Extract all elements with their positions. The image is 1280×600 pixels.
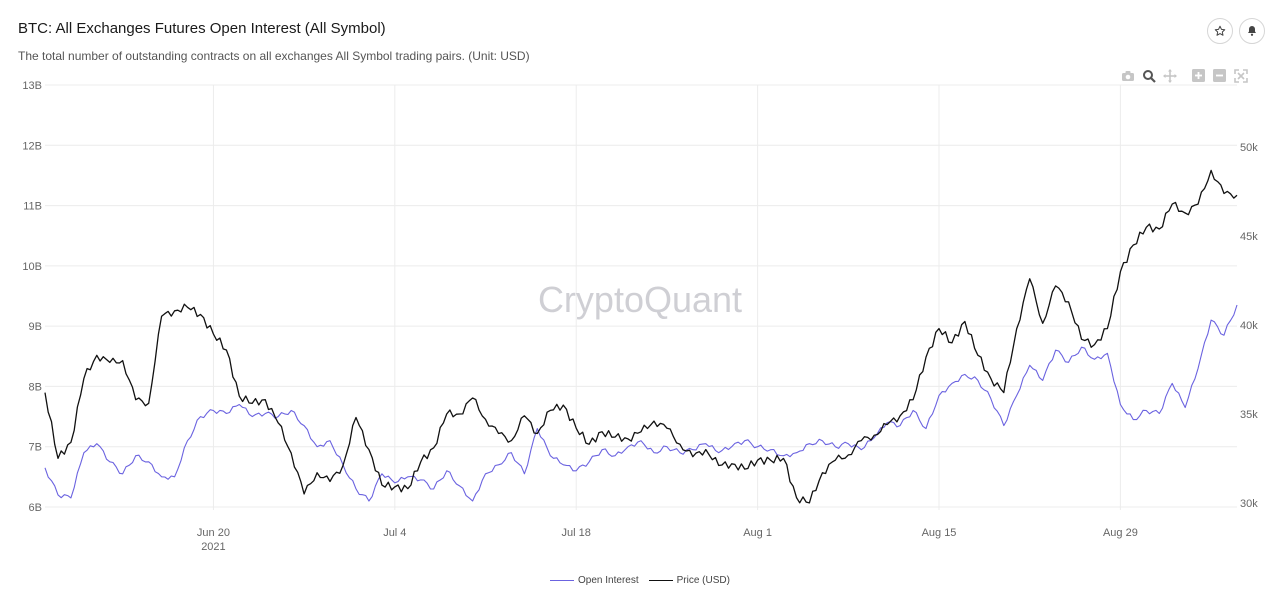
chart-legend: Open Interest Price (USD)	[0, 575, 1280, 586]
y-right-tick-label: 40k	[1240, 320, 1258, 332]
y-left-tick-label: 9B	[29, 321, 42, 333]
grid-lines	[45, 84, 1237, 510]
bell-icon	[1248, 26, 1256, 36]
x-tick-sublabel: 2021	[201, 541, 225, 553]
alert-button[interactable]	[1239, 18, 1265, 44]
zoom-in-icon[interactable]	[1191, 68, 1206, 83]
y-left-tick-label: 12B	[22, 140, 42, 152]
y-left-tick-label: 10B	[22, 261, 42, 273]
y-axis-right: 30k 35k 40k 45k 50k	[1240, 142, 1258, 510]
legend-label-open-interest: Open Interest	[578, 575, 639, 586]
x-tick-label: Jun 20	[197, 527, 230, 539]
watermark-text: CryptoQuant	[538, 279, 742, 320]
x-tick-label: Jul 4	[383, 527, 406, 539]
y-left-tick-label: 8B	[29, 381, 42, 393]
y-left-tick-label: 6B	[29, 502, 42, 514]
autoscale-icon[interactable]	[1233, 68, 1248, 83]
y-right-tick-label: 35k	[1240, 409, 1258, 421]
star-icon	[1214, 25, 1226, 36]
legend-label-price: Price (USD)	[676, 575, 730, 586]
y-axis-left: 6B 7B 8B 9B 10B 11B 12B 13B	[22, 80, 42, 514]
chart-modebar	[1120, 68, 1248, 83]
legend-swatch-open-interest	[550, 580, 575, 581]
y-right-tick-label: 50k	[1240, 142, 1258, 154]
favorite-button[interactable]	[1207, 18, 1233, 44]
y-left-tick-label: 13B	[22, 80, 42, 92]
x-axis: Jun 20 2021 Jul 4 Jul 18 Aug 1 Aug 15 Aug 29	[197, 527, 1138, 553]
legend-item-price[interactable]: Price (USD)	[648, 575, 730, 586]
y-right-tick-label: 45k	[1240, 231, 1258, 243]
x-tick-label: Aug 1	[743, 527, 772, 539]
open-interest-line	[44, 304, 1238, 502]
series-lines	[44, 169, 1238, 504]
zoom-icon[interactable]	[1141, 68, 1156, 83]
pan-icon[interactable]	[1162, 68, 1177, 83]
x-tick-label: Aug 29	[1103, 527, 1138, 539]
y-left-tick-label: 7B	[29, 442, 42, 454]
chart-area[interactable]: CryptoQuant 6B 7B 8B 9B 10B 11B 12B 13B 30k 35k 4…	[0, 0, 1280, 570]
legend-item-open-interest[interactable]: Open Interest	[550, 575, 639, 586]
legend-swatch-price	[648, 580, 673, 581]
x-tick-label: Aug 15	[922, 527, 957, 539]
chart-title: BTC: All Exchanges Futures Open Interest…	[18, 20, 386, 37]
x-tick-label: Jul 18	[562, 527, 591, 539]
y-left-tick-label: 11B	[23, 201, 42, 213]
camera-icon[interactable]	[1120, 68, 1135, 83]
zoom-out-icon[interactable]	[1212, 68, 1227, 83]
price-line	[44, 169, 1238, 504]
chart-subtitle: The total number of outstanding contract…	[18, 49, 530, 63]
y-right-tick-label: 30k	[1240, 498, 1258, 510]
